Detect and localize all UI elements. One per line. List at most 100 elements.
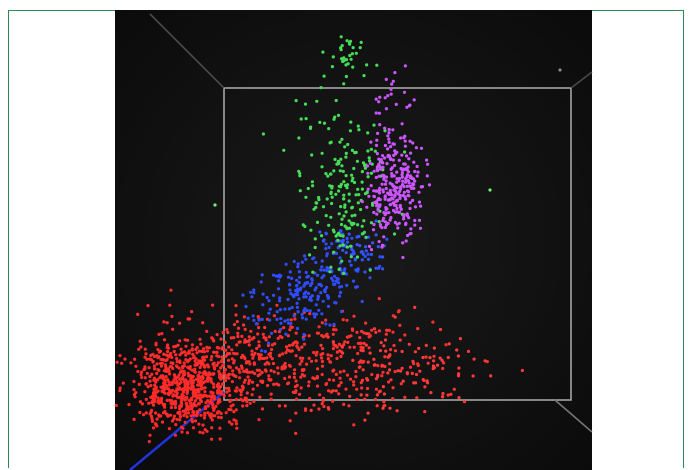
point: [222, 372, 225, 375]
point: [199, 414, 202, 417]
point: [384, 96, 387, 99]
point: [240, 393, 243, 396]
point: [298, 281, 301, 284]
point: [398, 222, 401, 225]
point: [195, 378, 198, 381]
point: [363, 419, 366, 422]
point: [291, 349, 294, 352]
point: [315, 202, 318, 205]
point: [198, 431, 201, 434]
point: [348, 395, 351, 398]
point: [143, 356, 146, 359]
point: [356, 255, 359, 258]
point: [116, 361, 119, 364]
point: [132, 380, 135, 383]
point: [381, 154, 384, 157]
point: [428, 183, 431, 186]
point: [230, 348, 233, 351]
point: [172, 402, 175, 405]
point: [315, 100, 318, 103]
point: [399, 339, 402, 342]
point: [521, 369, 524, 372]
point: [270, 348, 273, 351]
point: [381, 188, 384, 191]
point: [394, 370, 397, 373]
point: [407, 165, 410, 168]
point: [237, 327, 240, 330]
point: [390, 175, 393, 178]
point: [174, 353, 177, 356]
point: [370, 184, 373, 187]
point: [190, 414, 193, 417]
point: [315, 303, 318, 306]
point: [219, 385, 222, 388]
point: [190, 418, 193, 421]
point: [203, 390, 206, 393]
point: [344, 225, 347, 228]
point: [149, 354, 152, 357]
point: [345, 174, 348, 177]
point: [398, 159, 401, 162]
point: [393, 164, 396, 167]
point: [426, 163, 429, 166]
point: [252, 388, 255, 391]
point: [148, 434, 151, 437]
point: [299, 287, 302, 290]
point: [252, 400, 255, 403]
point: [205, 430, 208, 433]
point: [275, 318, 278, 321]
point: [197, 388, 200, 391]
point: [198, 408, 201, 411]
point: [171, 419, 174, 422]
point: [403, 135, 406, 138]
point: [286, 298, 289, 301]
point: [385, 329, 388, 332]
point: [356, 223, 359, 226]
point: [152, 379, 155, 382]
point: [360, 393, 363, 396]
point: [251, 393, 254, 396]
point: [385, 187, 388, 190]
point: [349, 245, 352, 248]
point: [195, 414, 198, 417]
point: [383, 127, 386, 130]
point: [159, 350, 162, 353]
point: [321, 365, 324, 368]
point: [489, 374, 492, 377]
point: [269, 352, 272, 355]
point: [273, 370, 276, 373]
point: [142, 413, 145, 416]
point: [207, 405, 210, 408]
point: [439, 328, 442, 331]
point: [316, 375, 319, 378]
point: [312, 312, 315, 315]
point: [166, 414, 169, 417]
point: [133, 358, 136, 361]
point: [419, 227, 422, 230]
point: [455, 348, 458, 351]
point: [220, 412, 223, 415]
point: [161, 421, 164, 424]
point: [385, 223, 388, 226]
point: [356, 352, 359, 355]
point: [278, 299, 281, 302]
point: [396, 186, 399, 189]
point: [352, 423, 355, 426]
point: [389, 216, 392, 219]
point: [345, 58, 348, 61]
point: [333, 323, 336, 326]
point: [367, 175, 370, 178]
point: [267, 299, 270, 302]
point: [291, 326, 294, 329]
point: [308, 312, 311, 315]
point: [378, 123, 381, 126]
point: [392, 386, 395, 389]
point: [336, 346, 339, 349]
point: [327, 305, 330, 308]
point: [235, 366, 238, 369]
point: [401, 122, 404, 125]
point: [403, 150, 406, 153]
point: [248, 335, 251, 338]
point: [230, 405, 233, 408]
point: [387, 131, 390, 134]
